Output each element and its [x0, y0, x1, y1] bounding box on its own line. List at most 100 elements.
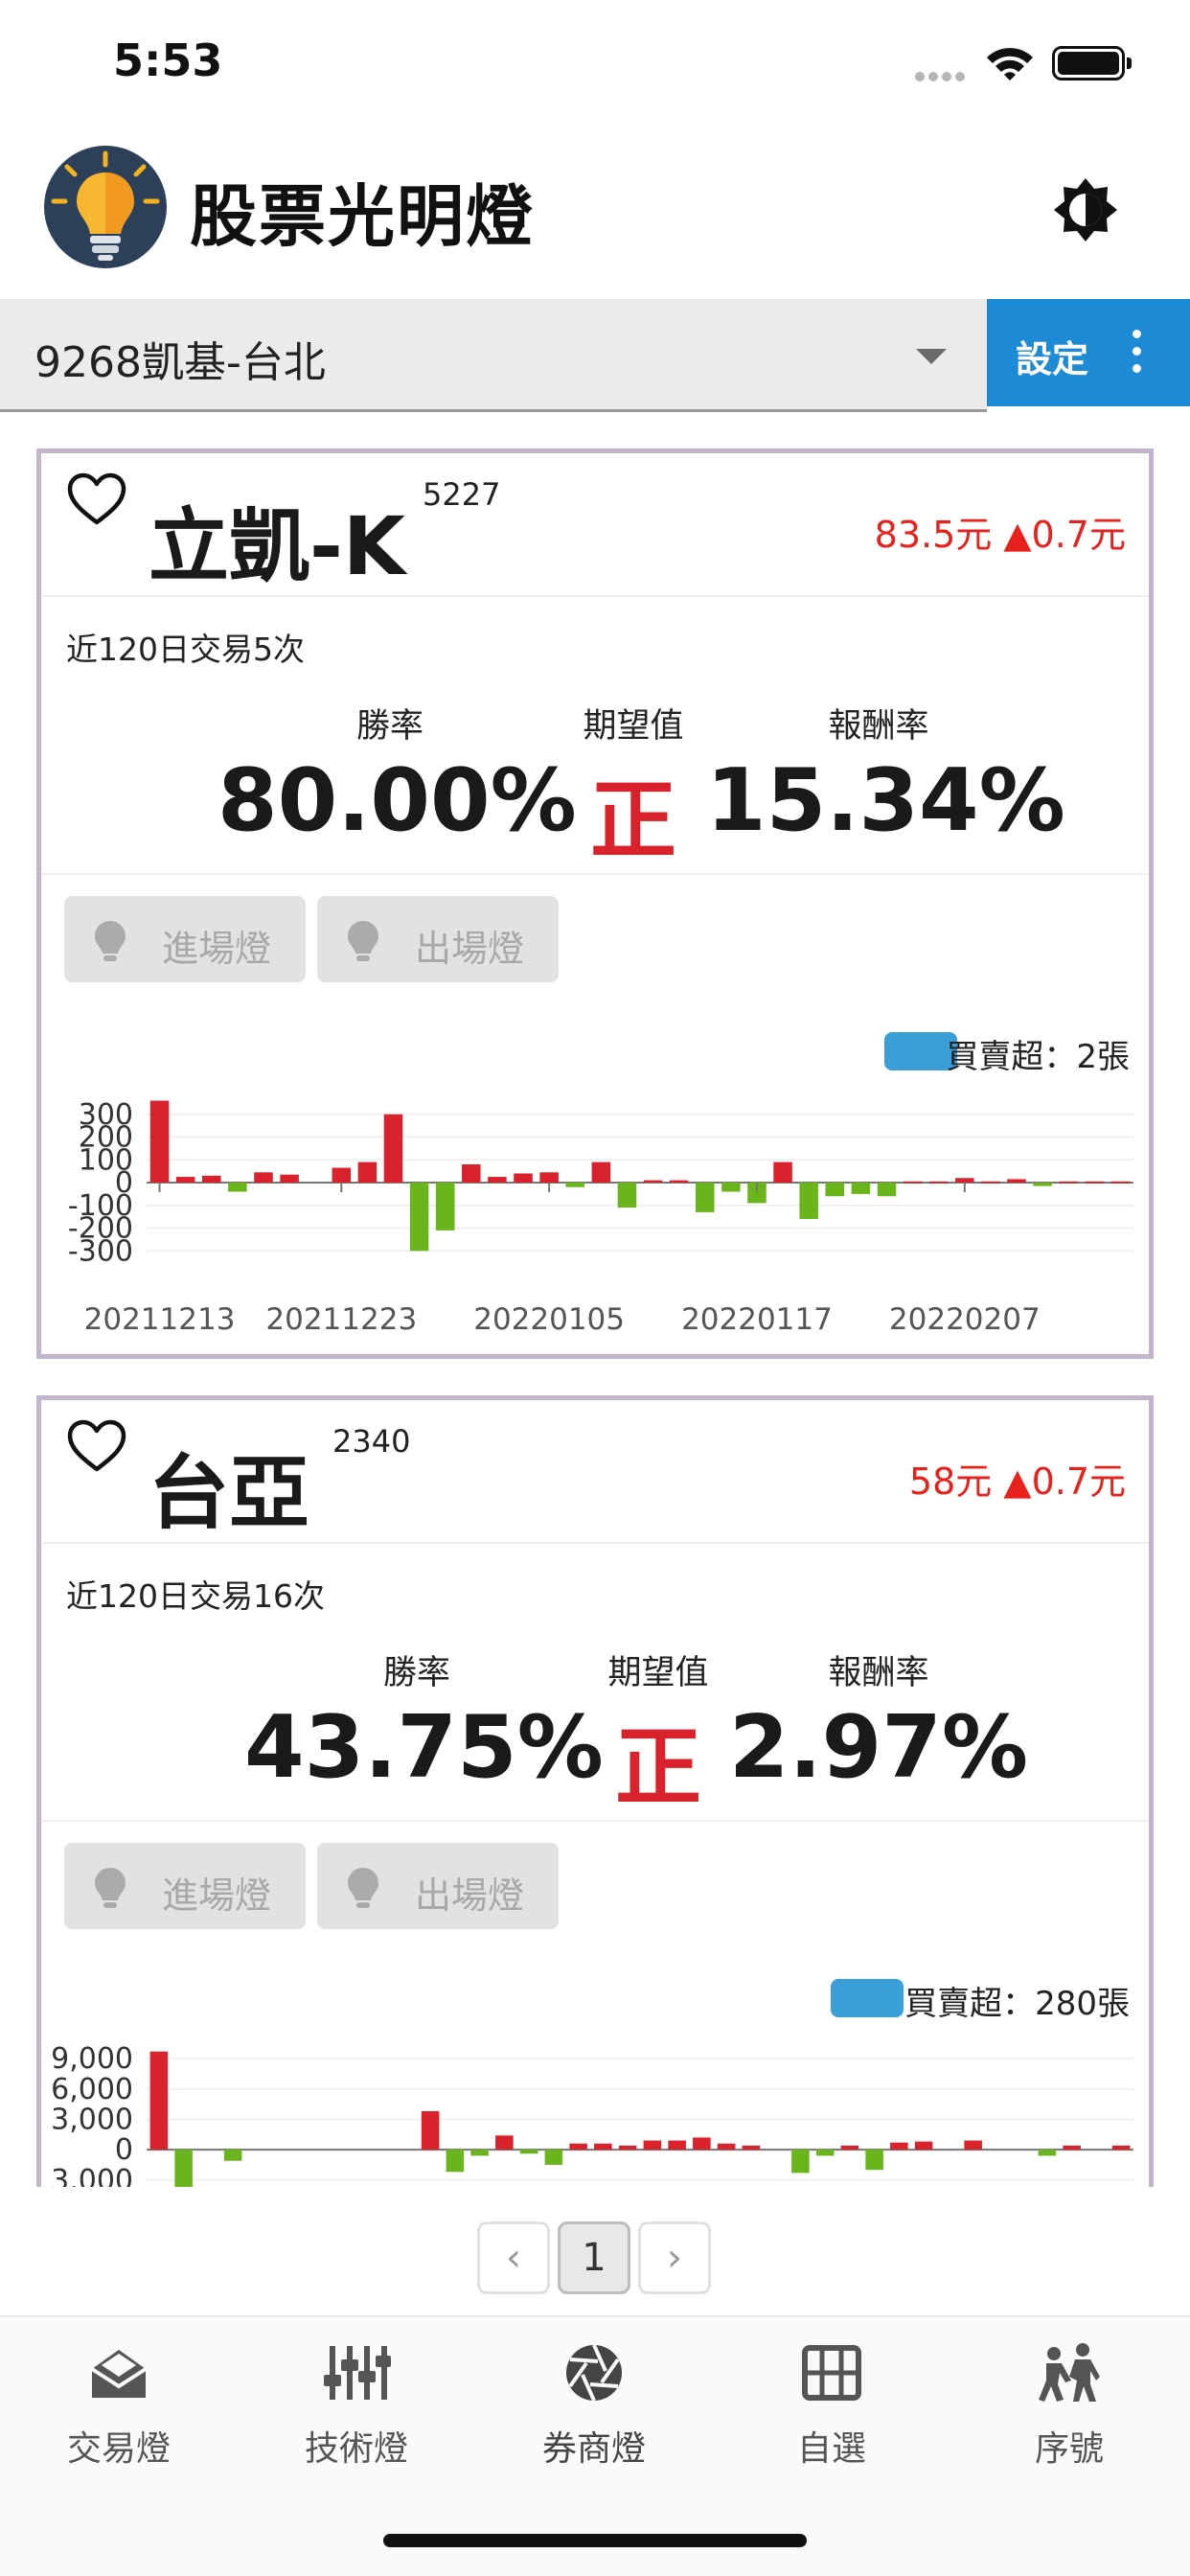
- legend-text: 買賣超：2張: [946, 1038, 1130, 1076]
- y-tick-label: 0: [115, 1166, 133, 1200]
- bar: [742, 2145, 761, 2150]
- bar: [981, 1181, 1000, 1184]
- expectation-label: 期望值: [583, 707, 684, 746]
- light-buttons: 進場燈 出場燈: [41, 1822, 1149, 1929]
- bar: [890, 2142, 908, 2150]
- stock-name: 立凱-K: [149, 499, 405, 593]
- y-tick-label: 0: [115, 2133, 133, 2167]
- bar: [462, 1164, 481, 1183]
- bar: [565, 1183, 584, 1187]
- theme-toggle-icon[interactable]: [1052, 176, 1119, 243]
- bar: [254, 1172, 273, 1183]
- broker-dropdown-value: 9268凱基-台北: [34, 338, 326, 387]
- bar: [409, 1183, 429, 1252]
- stock-code: 5227: [423, 476, 501, 513]
- exit-light-button[interactable]: 出場燈: [317, 1843, 559, 1929]
- stats-section: 近120日交易16次 勝率 期望值 報酬率 43.75% 正 2.97%: [41, 1544, 1149, 1822]
- stock-code: 2340: [332, 1423, 411, 1460]
- next-page-button[interactable]: ›: [638, 2221, 711, 2294]
- more-vertical-icon: [1133, 330, 1142, 381]
- y-tick-label: 6,000: [51, 2073, 133, 2106]
- bar: [470, 2150, 489, 2156]
- entry-light-button[interactable]: 進場燈: [64, 1843, 306, 1929]
- return-rate-value: 15.34%: [706, 750, 1065, 851]
- bar: [514, 1173, 533, 1183]
- bar: [877, 1183, 897, 1197]
- bulb-icon: [95, 921, 126, 961]
- bulb-icon: [348, 921, 378, 961]
- tab-serial[interactable]: 序號: [950, 2342, 1188, 2476]
- x-tick-label: 20220105: [473, 1302, 625, 1335]
- tab-broker-light[interactable]: 券商燈: [475, 2342, 713, 2476]
- exit-light-button[interactable]: 出場燈: [317, 896, 559, 982]
- win-rate-value: 43.75%: [244, 1697, 604, 1798]
- bar: [928, 1181, 949, 1184]
- tab-label: 自選: [796, 2429, 866, 2469]
- cellular-signal-icon: [915, 67, 969, 81]
- bar: [1085, 1181, 1105, 1184]
- prev-page-button[interactable]: ‹: [477, 2221, 550, 2294]
- bar: [791, 2150, 810, 2174]
- sliders-icon: [238, 2342, 475, 2415]
- bar: [851, 1183, 871, 1194]
- current-page-button[interactable]: 1: [558, 2221, 630, 2294]
- bar: [914, 2141, 933, 2150]
- bar: [519, 2150, 538, 2154]
- bar: [1063, 2145, 1081, 2150]
- bar: [840, 2145, 859, 2150]
- stock-list[interactable]: 立凱-K 5227 83.5元 ▲0.7元 近120日交易5次 勝率 期望值 報…: [0, 412, 1190, 2187]
- heart-icon[interactable]: [66, 472, 127, 526]
- settings-button[interactable]: 設定: [987, 299, 1190, 406]
- stats-section: 近120日交易5次 勝率 期望值 報酬率 80.00% 正 15.34%: [41, 597, 1149, 875]
- grid-icon: [713, 2342, 950, 2415]
- bar: [1059, 1181, 1078, 1184]
- bar: [591, 1162, 611, 1183]
- bar: [202, 1175, 221, 1183]
- expectation-value: 正: [590, 770, 676, 871]
- bar: [696, 1183, 715, 1212]
- legend-text: 買賣超：280張: [904, 1985, 1130, 2023]
- bar: [903, 1181, 923, 1184]
- envelope-open-icon: [0, 2342, 238, 2415]
- return-rate-label: 報酬率: [828, 1654, 929, 1692]
- bar: [357, 1162, 378, 1183]
- bar: [865, 2150, 883, 2171]
- broker-dropdown[interactable]: 9268凱基-台北: [0, 299, 987, 412]
- y-tick-label: 100: [79, 1143, 133, 1177]
- stock-card[interactable]: 立凱-K 5227 83.5元 ▲0.7元 近120日交易5次 勝率 期望值 報…: [36, 448, 1154, 1359]
- bar: [539, 1172, 559, 1183]
- bar: [747, 1183, 767, 1204]
- x-tick-label: 20211213: [84, 1302, 236, 1335]
- bar: [1111, 2145, 1131, 2150]
- entry-light-button[interactable]: 進場燈: [64, 896, 306, 982]
- bar: [825, 1183, 845, 1197]
- tab-technical-light[interactable]: 技術燈: [238, 2342, 475, 2476]
- win-rate-label: 勝率: [382, 1654, 450, 1692]
- bar: [594, 2143, 612, 2150]
- bar: [617, 1183, 637, 1208]
- stock-price: 83.5元 ▲0.7元: [874, 514, 1126, 556]
- pagination: ‹ 1 ›: [0, 2187, 1190, 2312]
- tab-trade-light[interactable]: 交易燈: [0, 2342, 238, 2476]
- bar: [435, 1183, 455, 1230]
- bulb-icon: [348, 1868, 378, 1908]
- trade-count: 近120日交易16次: [66, 1577, 325, 1615]
- exit-light-label: 出場燈: [415, 928, 525, 970]
- bar: [643, 1180, 663, 1183]
- tab-watchlist[interactable]: 自選: [713, 2342, 950, 2476]
- bar: [1038, 2150, 1057, 2156]
- heart-icon[interactable]: [66, 1419, 127, 1473]
- bar: [799, 1183, 818, 1219]
- aperture-icon: [475, 2342, 713, 2415]
- bar: [1033, 1183, 1052, 1186]
- stock-card[interactable]: 台亞 2340 58元 ▲0.7元 近120日交易16次 勝率 期望值 報酬率 …: [36, 1395, 1154, 2187]
- bar: [223, 2150, 242, 2161]
- expectation-value: 正: [615, 1717, 701, 1818]
- tab-label: 券商燈: [541, 2429, 646, 2469]
- trade-count: 近120日交易5次: [66, 631, 305, 668]
- x-tick-label: 20211223: [265, 1302, 417, 1335]
- settings-label: 設定: [1016, 338, 1089, 380]
- bar: [149, 2051, 169, 2150]
- wifi-icon: [987, 48, 1033, 80]
